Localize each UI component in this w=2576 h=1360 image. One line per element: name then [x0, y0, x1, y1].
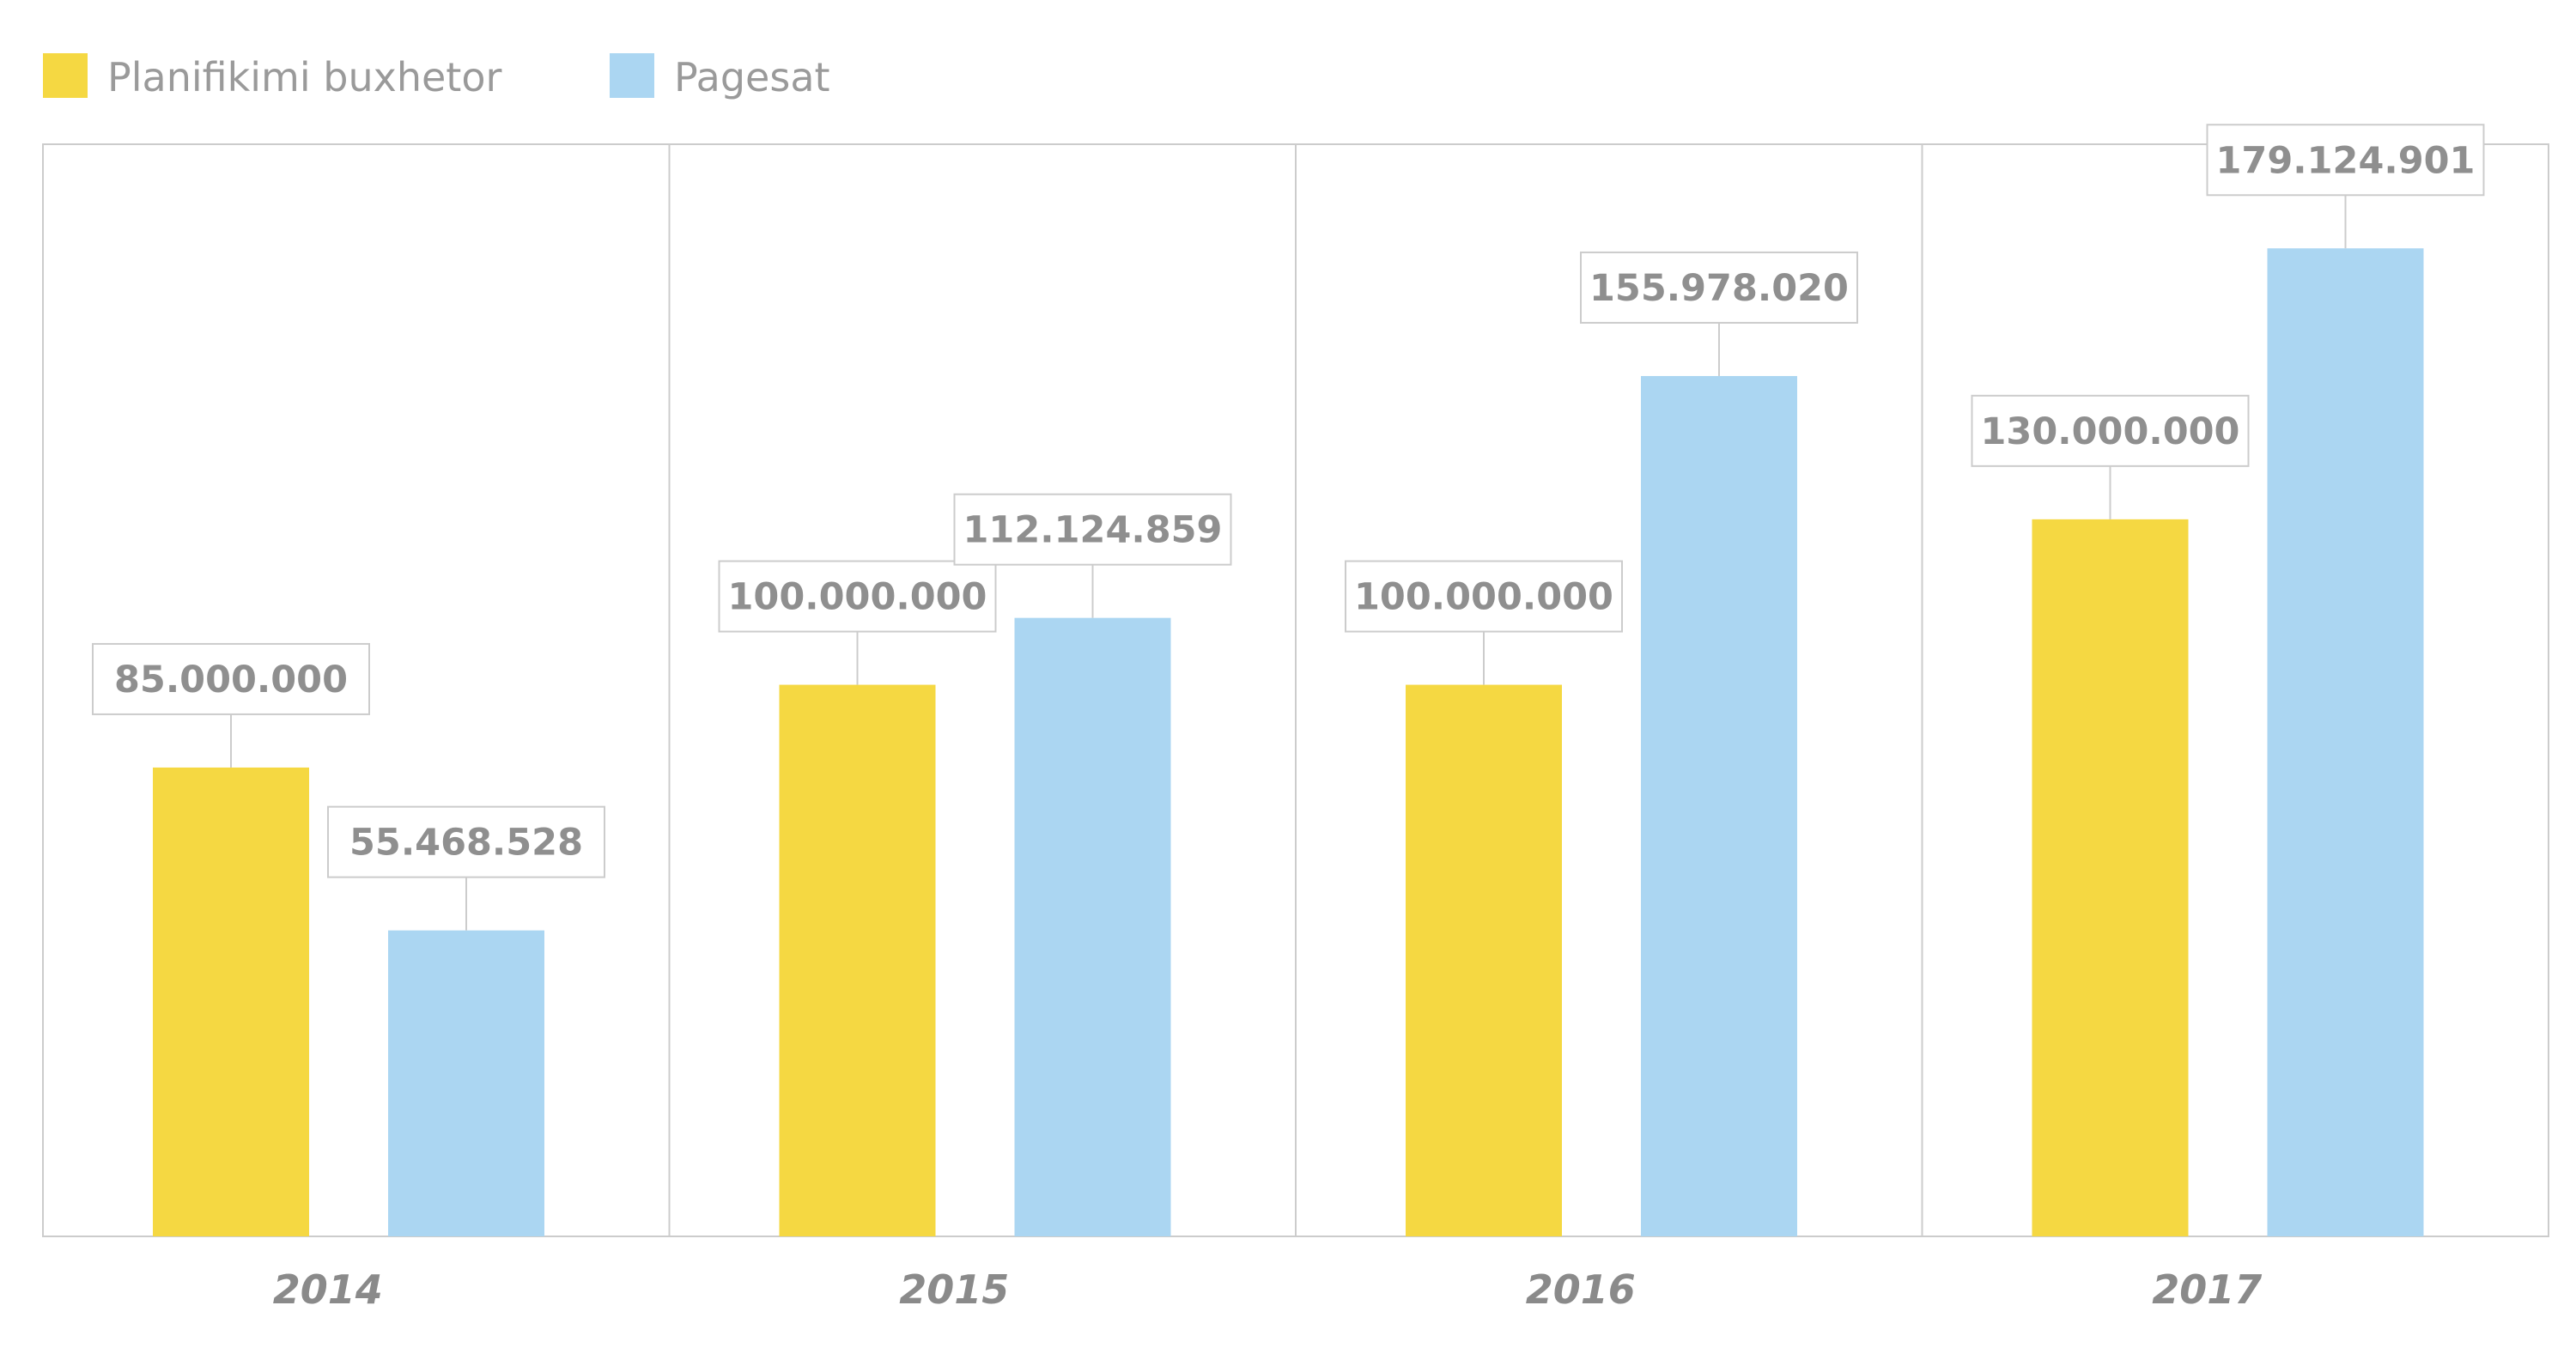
- label-box: [1345, 560, 1623, 633]
- x-axis: 2014 2015 2016 2017: [273, 1266, 2263, 1313]
- bars: [153, 248, 2424, 1237]
- bar-payments-2017: [2267, 248, 2424, 1237]
- bar-payments-2016: [1641, 375, 1797, 1237]
- label-box: [718, 560, 997, 633]
- value-label-payments-2017: 179.124.901: [2216, 139, 2476, 182]
- legend-swatch-payments: [610, 53, 654, 98]
- legend-label-payments: Pagesat: [674, 54, 830, 100]
- value-label-budget-2017: 130.000.000: [1981, 410, 2240, 453]
- bar-budget-2016: [1406, 684, 1562, 1236]
- x-tick-label-2017: 2017: [2152, 1266, 2262, 1313]
- legend-swatch-budget: [43, 53, 88, 98]
- chart-frame: [42, 143, 2549, 1237]
- x-tick-label-2014: 2014: [273, 1266, 383, 1313]
- value-label-payments-2014: 55.468.528: [349, 822, 583, 865]
- x-tick-label-2016: 2016: [1526, 1266, 1636, 1313]
- label-box: [953, 493, 1232, 566]
- label-box: [1580, 251, 1858, 324]
- label-box: [327, 805, 605, 878]
- bar-budget-2014: [153, 767, 309, 1236]
- bar-budget-2017: [2032, 519, 2189, 1236]
- bar-payments-2015: [1014, 617, 1171, 1236]
- label-box: [1971, 394, 2250, 467]
- value-label-budget-2016: 100.000.000: [1354, 576, 1613, 619]
- value-label-budget-2014: 85.000.000: [114, 659, 348, 701]
- bar-budget-2015: [779, 684, 936, 1236]
- value-label-payments-2015: 112.124.859: [963, 509, 1223, 552]
- label-box: [2206, 124, 2485, 197]
- value-label-budget-2015: 100.000.000: [728, 576, 987, 619]
- bar-payments-2014: [388, 930, 544, 1236]
- data-labels: 85.000.000 55.468.528 100.000.000 112.124.8…: [92, 124, 2485, 931]
- label-box: [92, 642, 370, 715]
- x-tick-label-2015: 2015: [899, 1266, 1009, 1313]
- legend-label-budget: Planifikimi buxhetor: [107, 54, 502, 100]
- value-label-payments-2016: 155.978.020: [1589, 267, 1849, 310]
